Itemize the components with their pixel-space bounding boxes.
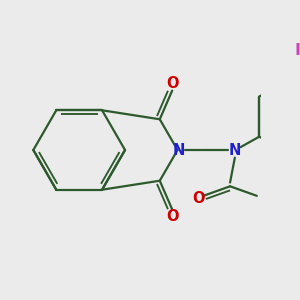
Text: O: O [166,208,178,224]
Text: O: O [166,76,178,92]
Text: O: O [192,191,205,206]
Text: N: N [229,142,241,158]
Text: I: I [295,43,300,58]
Text: N: N [172,142,185,158]
